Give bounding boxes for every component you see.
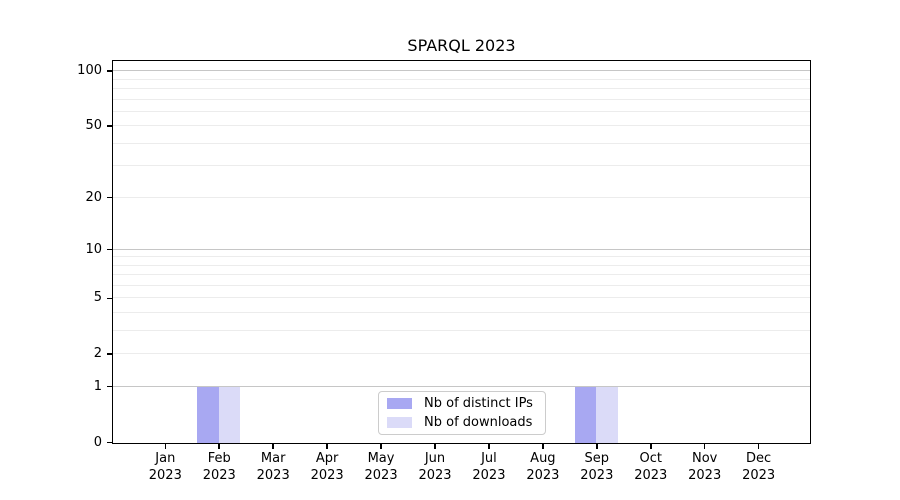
gridline-minor	[113, 110, 810, 112]
x-tick	[272, 444, 274, 449]
gridline-minor	[113, 142, 810, 144]
x-tick	[326, 444, 328, 449]
x-tick	[650, 444, 652, 449]
legend-swatch-distinct-ips-icon	[387, 398, 412, 409]
gridline-minor	[113, 264, 810, 266]
y-tick	[107, 297, 112, 300]
y-tick	[107, 248, 112, 251]
x-tick-label: Oct 2023	[634, 451, 668, 483]
x-tick-label: Jun 2023	[418, 451, 452, 483]
gridline-minor	[113, 125, 810, 127]
y-tick	[107, 70, 112, 72]
gridline-minor	[113, 256, 810, 258]
x-tick	[164, 444, 167, 449]
legend-label-distinct-ips: Nb of distinct IPs	[424, 395, 533, 411]
gridline-major	[113, 70, 810, 72]
x-tick-label: Apr 2023	[310, 451, 344, 483]
x-tick-label: May 2023	[364, 451, 398, 483]
chart-title: SPARQL 2023	[407, 36, 516, 55]
y-tick	[107, 125, 112, 127]
x-tick	[434, 444, 436, 449]
gridline-minor	[113, 284, 810, 286]
x-tick-label: Sep 2023	[580, 451, 614, 483]
x-tick-label: Feb 2023	[202, 451, 236, 483]
y-tick-label: 100	[77, 63, 102, 79]
gridline-major	[113, 385, 810, 387]
gridline-major	[113, 248, 810, 250]
bar-distinct-ips	[197, 387, 219, 443]
x-tick	[488, 444, 490, 449]
gridline-minor	[113, 312, 810, 314]
x-tick	[218, 444, 220, 449]
gridline-minor	[113, 165, 810, 167]
x-tick	[380, 444, 382, 449]
plot-area: Nb of distinct IPs Nb of downloads	[112, 60, 811, 444]
x-tick	[757, 444, 760, 449]
legend-entry-downloads: Nb of downloads	[387, 415, 537, 431]
legend-label-downloads: Nb of downloads	[424, 414, 533, 430]
y-tick-label: 20	[85, 189, 102, 205]
x-tick-label: Mar 2023	[256, 451, 290, 483]
gridline-minor	[113, 353, 810, 355]
y-tick	[107, 385, 112, 388]
x-tick	[596, 444, 598, 449]
legend-swatch-downloads-icon	[387, 417, 412, 428]
x-tick	[703, 444, 706, 449]
gridline-minor	[113, 98, 810, 100]
x-tick	[542, 444, 544, 449]
gridline-minor	[113, 274, 810, 276]
bar-distinct-ips	[574, 387, 597, 443]
y-tick-label: 5	[93, 290, 102, 306]
legend: Nb of distinct IPs Nb of downloads	[378, 391, 546, 435]
bar-downloads	[596, 387, 618, 443]
x-tick-label: Nov 2023	[688, 451, 722, 483]
y-tick	[107, 196, 112, 199]
bar-downloads	[218, 387, 241, 443]
gridline-minor	[113, 297, 810, 299]
y-tick-label: 50	[85, 118, 102, 134]
gridline-minor	[113, 87, 810, 89]
x-tick-label: Jan 2023	[148, 451, 182, 483]
gridline-minor	[113, 329, 810, 331]
x-tick-label: Aug 2023	[526, 451, 560, 483]
y-tick-label: 10	[85, 241, 102, 257]
x-tick-label: Dec 2023	[742, 451, 776, 483]
y-tick-label: 0	[93, 434, 102, 450]
y-tick	[107, 353, 112, 355]
y-tick-label: 1	[93, 378, 102, 394]
y-tick-label: 2	[93, 346, 102, 362]
gridline-minor	[113, 196, 810, 198]
y-tick	[107, 441, 112, 444]
gridline-minor	[113, 78, 810, 80]
x-tick-label: Jul 2023	[472, 451, 506, 483]
legend-entry-distinct-ips: Nb of distinct IPs	[387, 396, 537, 412]
